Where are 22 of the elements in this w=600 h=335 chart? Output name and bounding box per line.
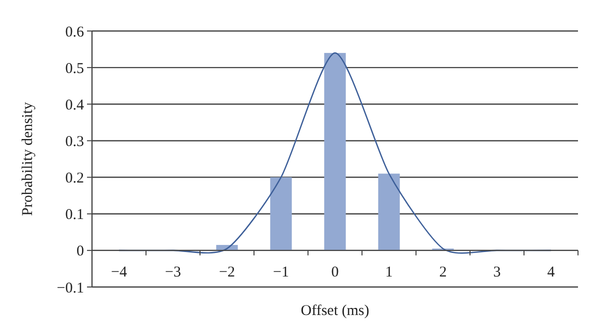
- x-tick-label: 4: [547, 264, 556, 280]
- y-tick-label: 0.4: [65, 97, 84, 114]
- y-axis-title: Probability density: [20, 102, 36, 216]
- bar: [324, 52, 346, 250]
- x-tick-label: −1: [273, 264, 289, 280]
- bar: [270, 177, 292, 250]
- y-tick-label: −0.1: [56, 280, 84, 296]
- x-tick-label: −2: [219, 264, 235, 280]
- x-tick-label: 2: [439, 264, 447, 280]
- x-tick-label: 3: [493, 264, 501, 280]
- bar: [378, 174, 400, 250]
- x-tick-label: −4: [111, 264, 128, 280]
- y-tick-label: 0: [76, 244, 84, 260]
- x-axis-title: Offset (ms): [300, 303, 370, 319]
- y-tick-label: 0.5: [65, 60, 84, 77]
- x-tick-label: −3: [165, 264, 181, 280]
- y-tick-label: 0.2: [65, 170, 84, 187]
- x-tick-label: 1: [385, 264, 393, 280]
- y-tick-label: 0.3: [65, 134, 84, 150]
- y-tick-label: 0.6: [65, 24, 84, 40]
- y-tick-label: 0.1: [65, 207, 84, 224]
- x-tick-label: 0: [331, 264, 339, 280]
